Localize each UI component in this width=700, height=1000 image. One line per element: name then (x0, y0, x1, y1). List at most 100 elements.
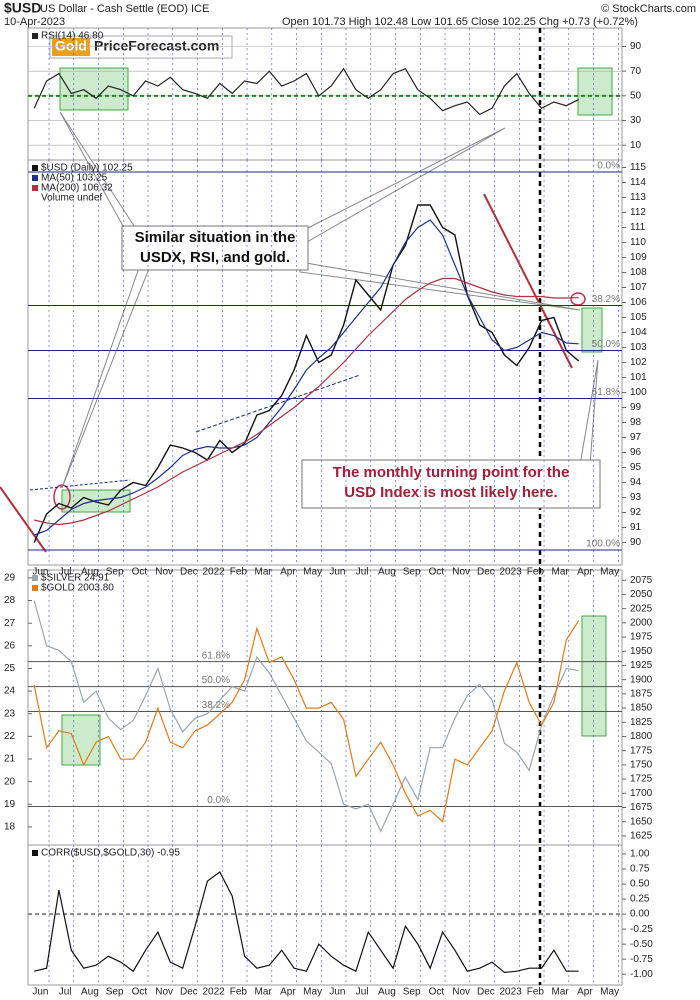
x-tick-label: Feb (527, 987, 545, 998)
trend-line (29, 479, 131, 491)
x-tick-label: Mar (255, 567, 273, 578)
callout-text: Similar situation in the (135, 229, 296, 246)
x-tick-label: May (600, 987, 619, 998)
y-tick-label: 90 (630, 537, 642, 548)
fib-label: 61.8% (592, 387, 620, 398)
y-tick-label: 1750 (630, 760, 653, 771)
y-tick-label: 1.00 (630, 849, 650, 860)
fib-label: 61.8% (202, 650, 230, 661)
y-tick-label: 2050 (630, 589, 653, 600)
x-tick-label: Nov (452, 567, 470, 578)
x-tick-label: Mar (552, 987, 570, 998)
x-tick-label: Aug (378, 567, 396, 578)
y-tick-label: 91 (630, 522, 642, 533)
y-tick-label: 92 (630, 507, 642, 518)
y2-tick-label: 18 (4, 822, 16, 833)
logo-badge (52, 38, 90, 56)
x-tick-label: Mar (552, 567, 570, 578)
y-tick-label: 1950 (630, 646, 653, 657)
y-tick-label: 100 (630, 387, 647, 398)
y-tick-label: 95 (630, 462, 642, 473)
description: US Dollar - Cash Settle (EOD) ICE (40, 3, 209, 15)
y-tick-label: 50 (630, 90, 642, 101)
x-tick-label: Jun (329, 987, 345, 998)
series-line (33, 67, 579, 116)
legend-label: MA(200) 106.32 (41, 183, 113, 194)
legend-label: MA(50) 103.25 (41, 173, 108, 184)
x-tick-label: Sep (403, 987, 421, 998)
x-tick-label: Jul (59, 567, 72, 578)
y-tick-label: 106 (630, 297, 647, 308)
legend-swatch (32, 175, 38, 181)
y2-tick-label: 22 (4, 731, 16, 742)
y-tick-label: -1.00 (630, 969, 653, 980)
x-tick-label: Oct (429, 987, 445, 998)
highlight (581, 615, 607, 737)
x-tick-label: 2023 (500, 987, 523, 998)
x-tick-label: May (303, 567, 322, 578)
y-tick-label: 2075 (630, 575, 653, 586)
x-tick-label: Nov (155, 567, 173, 578)
x-tick-label: Feb (527, 567, 545, 578)
series-line (34, 277, 579, 526)
legend-label: $USD (Daily) 102.25 (41, 163, 133, 174)
legend-label: $GOLD 2003.80 (41, 583, 114, 594)
y-tick-label: 0.00 (630, 909, 650, 920)
y-tick-label: 90 (630, 41, 642, 52)
series-line (33, 204, 580, 543)
y-tick-label: 98 (630, 417, 642, 428)
y2-tick-label: 27 (4, 618, 16, 629)
x-tick-label: May (303, 987, 322, 998)
trend-line (195, 374, 361, 433)
series-line (33, 219, 579, 536)
x-tick-label: 2022 (203, 567, 226, 578)
y-tick-label: 109 (630, 252, 647, 263)
date: 10-Apr-2023 (4, 16, 65, 28)
y-tick-label: 0.25 (630, 894, 650, 905)
x-tick-label: Dec (180, 567, 198, 578)
y2-tick-label: 29 (4, 573, 16, 584)
series-line (33, 620, 580, 823)
fib-label: 50.0% (202, 675, 230, 686)
y-tick-label: 1625 (630, 831, 653, 842)
y-tick-label: -0.75 (630, 954, 653, 965)
x-tick-label: Feb (230, 987, 248, 998)
y-tick-label: 110 (630, 237, 646, 248)
y-tick-label: 1875 (630, 689, 653, 700)
x-tick-label: Jul (356, 567, 369, 578)
y-tick-label: 1900 (630, 674, 653, 685)
x-tick-label: Nov (155, 987, 173, 998)
x-tick-label: Oct (429, 567, 445, 578)
y-tick-label: 1775 (630, 745, 653, 756)
y-tick-label: 96 (630, 447, 642, 458)
y-tick-label: 104 (630, 327, 647, 338)
y-tick-label: 2025 (630, 603, 653, 614)
x-tick-label: Aug (81, 987, 99, 998)
x-tick-label: Sep (106, 987, 124, 998)
highlight (577, 67, 613, 116)
legend-label: RSI(14) 46.80 (41, 31, 104, 42)
marker-ellipse (53, 484, 71, 510)
x-tick-label: Apr (280, 567, 296, 578)
logo-box (49, 35, 233, 59)
quote: Open 101.73 High 102.48 Low 101.65 Close… (282, 16, 638, 28)
y-tick-label: 114 (630, 177, 646, 188)
x-tick-label: Aug (81, 567, 99, 578)
x-tick-label: Aug (378, 987, 396, 998)
legend-label: CORR($USD,$GOLD,30) -0.95 (41, 848, 180, 859)
y-tick-label: 101 (630, 372, 647, 383)
y2-tick-label: 25 (4, 663, 16, 674)
legend-label: $SILVER 24.91 (41, 573, 110, 584)
x-tick-label: 2022 (203, 987, 226, 998)
x-tick-label: Oct (132, 567, 148, 578)
trend-line (483, 193, 573, 369)
legend-swatch (32, 850, 38, 856)
x-tick-label: Sep (403, 567, 421, 578)
y-tick-label: 1650 (630, 816, 653, 827)
legend-swatch (32, 585, 38, 591)
x-tick-label: Oct (132, 987, 148, 998)
callout-text: USD Index is most likely here. (344, 484, 557, 501)
legend-label: Volume undef (41, 193, 102, 204)
x-tick-label: Mar (255, 987, 273, 998)
